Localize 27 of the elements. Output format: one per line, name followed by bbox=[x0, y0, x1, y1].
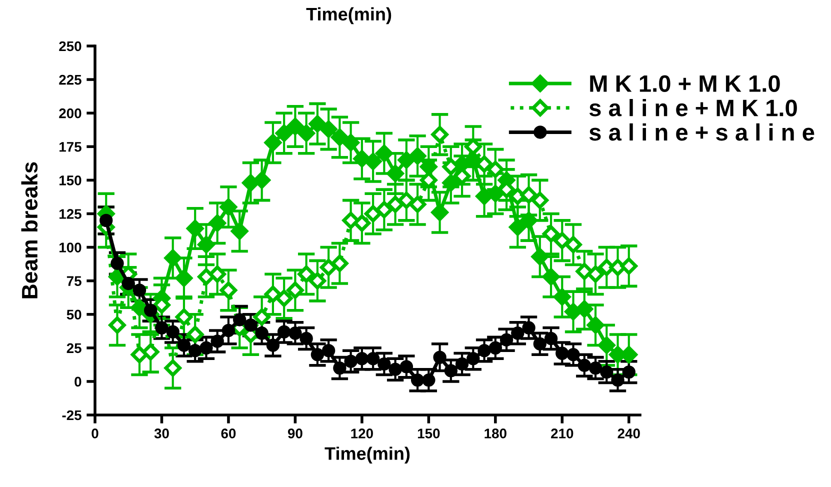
y-axis-title: Beam breaks bbox=[21, 162, 38, 298]
legend-label: M K 1.0 + M K 1.0 bbox=[590, 75, 780, 92]
y-tick-label: 250 bbox=[59, 41, 82, 52]
y-tick-label: -25 bbox=[62, 410, 82, 420]
text: Time(min) bbox=[306, 7, 392, 24]
x-tick-label: 30 bbox=[154, 428, 169, 438]
y-tick-label: 150 bbox=[60, 176, 82, 186]
y-tick-label: 200 bbox=[59, 108, 82, 118]
x-tick-label: 0 bbox=[92, 428, 98, 438]
x-tick-label: 240 bbox=[618, 428, 640, 438]
y-tick-label: 50 bbox=[66, 310, 82, 320]
legend-label: s a l i n e + M K 1.0 bbox=[589, 99, 797, 116]
y-tick-label: 25 bbox=[66, 343, 82, 354]
y-tick-label: 225 bbox=[59, 74, 82, 85]
x-tick-label: 60 bbox=[221, 428, 236, 438]
x-tick-label: 90 bbox=[288, 428, 302, 438]
x-axis-title: Time(min) bbox=[324, 446, 410, 464]
legend-label: s a l i n e + s a l i n e bbox=[589, 123, 814, 141]
y-tick-label: 125 bbox=[60, 209, 82, 219]
y-tick-label: 75 bbox=[66, 276, 82, 286]
x-tick-label: 120 bbox=[351, 428, 373, 438]
x-tick-label: 180 bbox=[484, 428, 506, 438]
y-tick-label: 100 bbox=[60, 242, 82, 252]
y-tick-label: 0 bbox=[74, 376, 82, 387]
y-tick-label: 175 bbox=[60, 142, 82, 152]
x-tick-label: 210 bbox=[551, 428, 574, 438]
x-tick-label: 150 bbox=[418, 428, 440, 438]
